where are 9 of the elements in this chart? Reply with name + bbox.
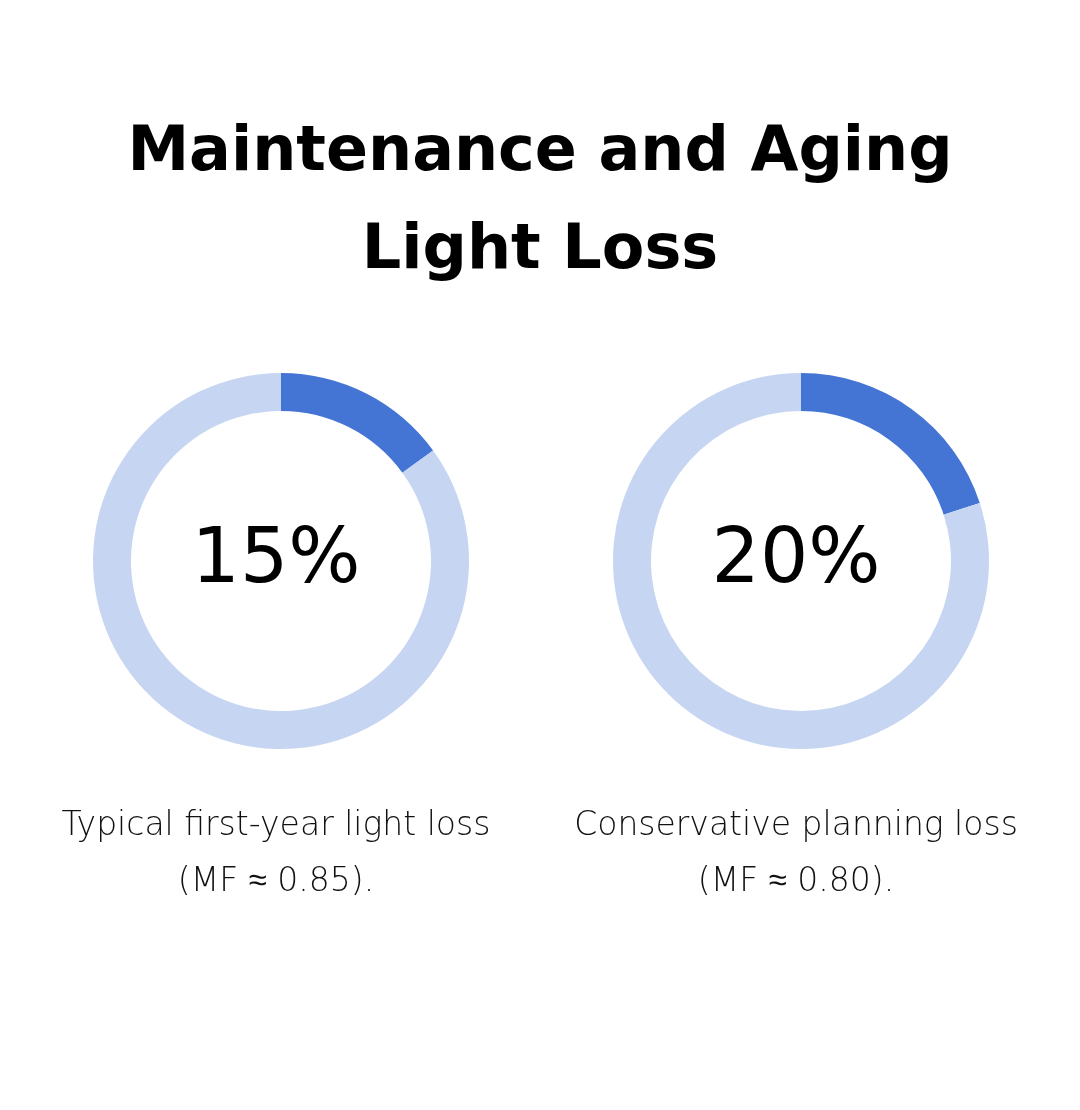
donut-slice [281, 373, 434, 473]
text: 15% [190, 511, 362, 600]
donut-slice [801, 373, 980, 515]
text: 20% [710, 511, 882, 600]
text: Conservative planning loss (MF ≈ 0.80). [573, 803, 1019, 901]
text: Typical first-year light loss (MF ≈ 0.85). [60, 803, 492, 901]
donut-slice [93, 373, 469, 749]
donut-slice [613, 373, 989, 749]
chart-title: Maintenance and Aging Light Loss [126, 111, 954, 285]
